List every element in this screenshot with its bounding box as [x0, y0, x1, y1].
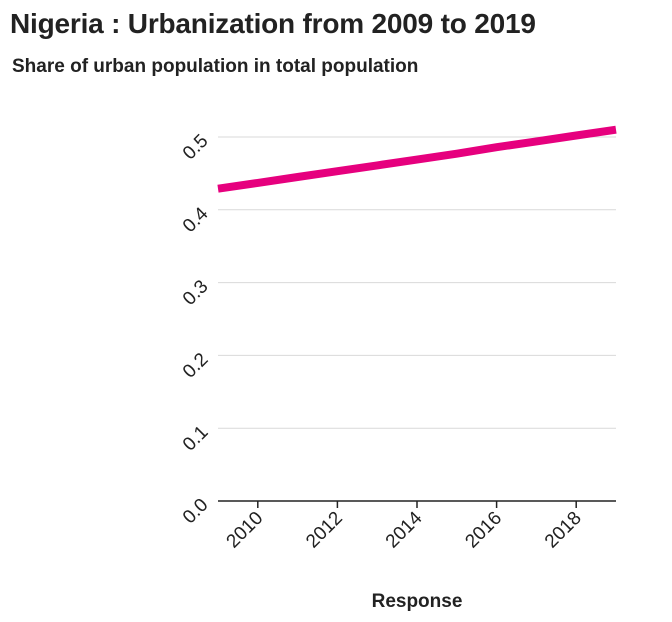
y-tick-label: 0.1: [179, 422, 213, 456]
y-tick-label: 0.0: [179, 495, 213, 529]
series-line: [217, 125, 617, 193]
y-tick-label: 0.5: [179, 131, 213, 165]
x-tick-label: 2018: [541, 508, 586, 553]
series-layer: [217, 125, 617, 193]
x-tick-label: 2016: [461, 508, 506, 553]
x-tick-label: 2014: [382, 507, 427, 552]
tick-labels: 0.0 0.1 0.2 0.3 0.4 0.5 2010 2012 2014 2016 2018: [179, 131, 586, 553]
x-tick-label: 2010: [223, 508, 268, 553]
y-tick-label: 0.2: [179, 349, 213, 383]
x-axis-title: Response: [372, 591, 463, 612]
y-tick-label: 0.4: [179, 203, 213, 237]
y-tick-label: 0.3: [179, 276, 213, 310]
chart-title: Nigeria : Urbanization from 2009 to 2019: [10, 8, 536, 39]
x-tick-label: 2012: [302, 508, 347, 553]
axes: [218, 500, 616, 508]
gridlines: [218, 136, 616, 429]
chart-subtitle: Share of urban population in total popul…: [12, 56, 419, 77]
